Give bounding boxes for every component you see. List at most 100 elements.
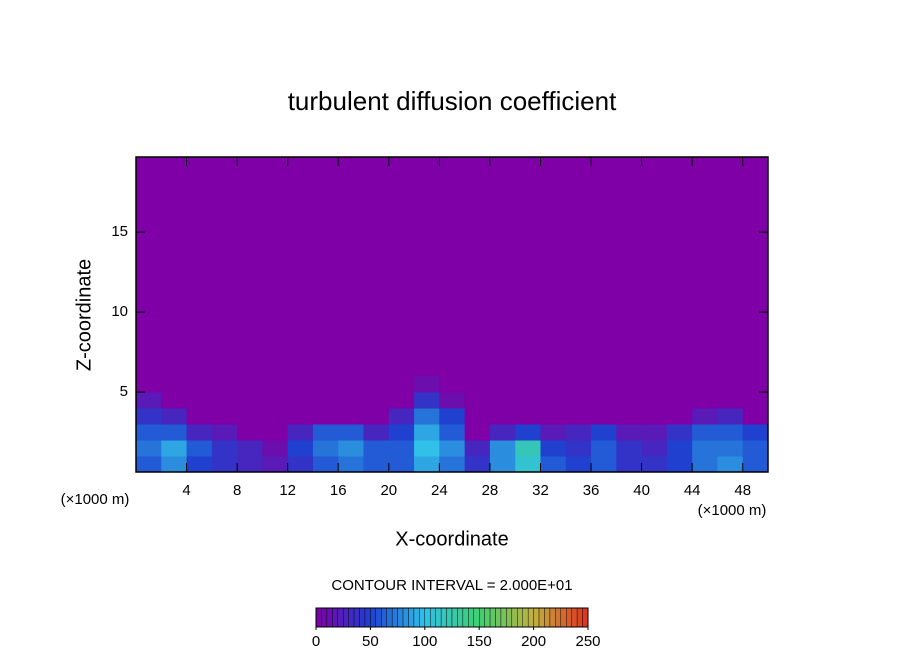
colorbar-swatch — [489, 607, 496, 628]
colorbar-swatch — [560, 607, 567, 628]
colorbar-swatch — [413, 607, 420, 628]
contour-cell — [186, 456, 213, 473]
contour-cell — [439, 408, 466, 425]
contour-cell — [464, 408, 491, 425]
contour-cell — [515, 440, 541, 457]
x-tick-label: 24 — [431, 482, 448, 499]
contour-cell — [717, 440, 744, 457]
colorbar-swatch — [533, 607, 540, 628]
contour-cell — [414, 376, 440, 393]
contour-cell — [489, 408, 516, 425]
x-tick-label: 32 — [532, 482, 549, 499]
contour-cell — [312, 440, 339, 457]
colorbar-swatch — [538, 607, 545, 628]
colorbar-swatch — [408, 607, 415, 628]
colorbar-swatch — [315, 607, 322, 628]
contour-cell — [388, 456, 415, 473]
contour-cell — [287, 424, 314, 441]
colorbar-swatch — [473, 607, 480, 628]
contour-cell — [489, 392, 516, 409]
contour-cell — [262, 392, 289, 409]
contour-cell — [211, 424, 238, 441]
x-tick-label: 44 — [684, 482, 701, 499]
contour-cell — [136, 440, 162, 457]
x-tick-label: 40 — [633, 482, 650, 499]
contour-cell — [363, 376, 390, 393]
contour-cell — [186, 376, 213, 393]
contour-cell — [338, 440, 365, 457]
contour-cell — [439, 376, 466, 393]
colorbar-swatch — [544, 607, 551, 628]
contour-cell — [136, 408, 162, 425]
colorbar-swatch — [571, 607, 578, 628]
colorbar-swatch — [527, 607, 534, 628]
colorbar-swatch — [424, 607, 431, 628]
contour-cell — [540, 376, 567, 393]
x-tick-label: 16 — [330, 482, 347, 499]
colorbar-swatch — [343, 607, 349, 628]
contour-cell — [515, 392, 541, 409]
contour-cell — [717, 392, 744, 409]
y-axis-label: Z-coordinate — [73, 259, 95, 371]
contour-cell — [338, 392, 365, 409]
colorbar-swatch — [468, 607, 474, 628]
contour-cell — [641, 440, 668, 457]
contour-cell — [591, 376, 617, 393]
contour-cell — [287, 456, 314, 473]
contour-cell — [641, 376, 668, 393]
contour-cell — [464, 392, 491, 409]
contour-cell — [262, 376, 289, 393]
contour-cell — [211, 456, 238, 473]
contour-cell — [540, 408, 567, 425]
contour-cell — [136, 376, 162, 393]
contour-cell — [211, 376, 238, 393]
contour-cell — [717, 456, 744, 473]
y-tick-label: 5 — [120, 383, 128, 400]
colorbar-swatch — [370, 607, 377, 628]
contour-cell — [464, 424, 491, 441]
contour-cell — [565, 424, 592, 441]
colorbar-swatch — [430, 607, 436, 628]
contour-cell — [742, 376, 769, 393]
colorbar-tick-label: 0 — [312, 633, 320, 650]
contour-interval-note: CONTOUR INTERVAL = 2.000E+01 — [331, 577, 572, 594]
contour-cell — [540, 392, 567, 409]
contour-cell — [136, 424, 162, 441]
colorbar-swatch — [576, 607, 583, 628]
contour-cell — [312, 408, 339, 425]
contour-cell — [211, 392, 238, 409]
colorbar-swatch — [332, 607, 338, 628]
contour-cell — [692, 408, 718, 425]
colorbar-swatch — [353, 607, 360, 628]
colorbar-swatch — [337, 607, 344, 628]
colorbar-tick-label: 100 — [412, 633, 437, 650]
colorbar-tick-label: 150 — [467, 633, 492, 650]
contour-cell — [489, 376, 516, 393]
x-unit-label: (×1000 m) — [698, 502, 767, 519]
contour-cell — [666, 424, 693, 441]
contour-cell — [565, 408, 592, 425]
contour-cell — [388, 392, 415, 409]
contour-cell — [540, 440, 567, 457]
plot-frame — [135, 156, 769, 473]
colorbar-swatch — [457, 607, 464, 628]
y-tick-label: 10 — [111, 303, 128, 320]
contour-cell — [237, 408, 263, 425]
contour-cell — [262, 456, 289, 473]
contour-cell — [237, 440, 263, 457]
contour-cell — [616, 424, 643, 441]
contour-cell — [641, 456, 668, 473]
x-tick-label: 12 — [279, 482, 296, 499]
x-axis-label: X-coordinate — [395, 528, 508, 550]
x-tick-label: 36 — [583, 482, 600, 499]
contour-cell — [338, 408, 365, 425]
contour-cell — [515, 456, 541, 473]
contour-cell — [464, 440, 491, 457]
contour-cell — [388, 424, 415, 441]
contour-cell — [717, 408, 744, 425]
colorbar-swatch — [364, 607, 371, 628]
contour-cell — [591, 440, 617, 457]
contour-cell — [464, 456, 491, 473]
contour-cell — [692, 424, 718, 441]
contour-cell — [439, 392, 466, 409]
